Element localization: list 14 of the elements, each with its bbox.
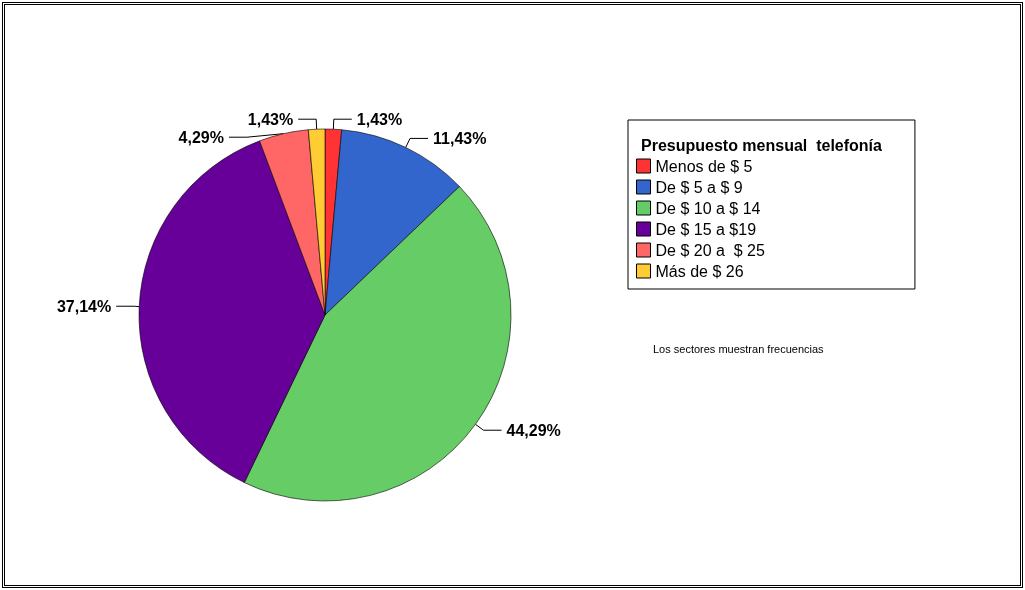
data-label: 37,14% [56, 297, 112, 315]
legend-title: Presupuesto mensual telefonía [641, 136, 883, 154]
text: Los sectores muestran frecuencias [653, 342, 825, 355]
legend-label: De $ 20 a $ 25 [655, 241, 766, 259]
data-label: 44,29% [506, 421, 561, 439]
data-label: 11,43% [433, 129, 487, 147]
legend-label: De $ 10 a $ 14 [655, 199, 761, 217]
legend-label: De $ 5 a $ 9 [655, 178, 743, 196]
data-label: 4,29% [178, 128, 224, 146]
data-label: 1,43% [247, 110, 294, 128]
legend-label: Más de $ 26 [655, 262, 744, 280]
legend-label: De $ 15 a $19 [655, 220, 757, 238]
data-label: 1,43% [356, 110, 403, 128]
legend-label: Menos de $ 5 [655, 157, 753, 175]
